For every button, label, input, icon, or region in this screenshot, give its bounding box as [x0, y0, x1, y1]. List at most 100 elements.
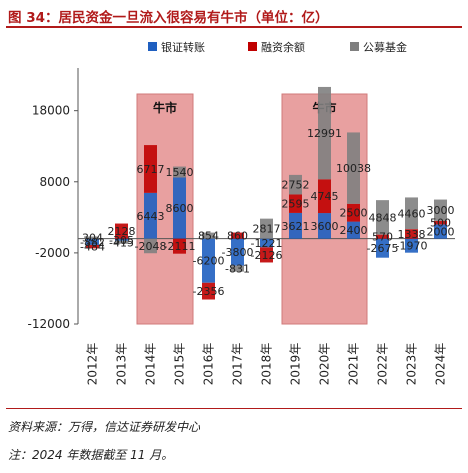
bank-transfer-bar [260, 238, 273, 248]
x-tick-label: 2014年 [144, 343, 158, 386]
data-label: 8600 [166, 202, 194, 215]
data-label: -305 [109, 234, 134, 247]
data-label: -831 [225, 263, 250, 276]
legend-swatch [350, 42, 359, 51]
data-label: 860 [227, 230, 248, 243]
source-rule [6, 408, 462, 409]
mutual-fund-bar [144, 238, 157, 254]
data-label: -1970 [396, 240, 428, 253]
margin-balance-bar [434, 220, 447, 225]
x-tick-label: 2024年 [434, 343, 448, 386]
mutual-fund-bar [86, 236, 99, 239]
margin-balance-bar [405, 229, 418, 239]
x-axis: 2012年 2013年 2014年 2015年 2016年 2017年 2018年 2019年… [86, 343, 448, 386]
y-tick-label: 8000 [39, 175, 70, 189]
x-tick-label: 2015年 [173, 343, 187, 386]
data-label: -6200 [193, 255, 225, 268]
legend-label: 银证转账 [161, 40, 205, 54]
margin-balance-bar [376, 234, 389, 239]
y-tick-label: 18000 [32, 104, 70, 118]
data-label: 6443 [137, 210, 165, 223]
bank-transfer-bar [231, 238, 244, 266]
data-label: 854 [198, 230, 219, 243]
data-label: 3621 [282, 220, 310, 233]
margin-balance-bar [231, 232, 244, 239]
data-label: 2128 [108, 225, 136, 238]
data-label: 4848 [369, 211, 397, 224]
x-tick-label: 2012年 [86, 343, 100, 386]
mutual-fund-bar [405, 197, 418, 230]
x-tick-label: 2018年 [260, 343, 274, 386]
margin-balance-bar [318, 179, 331, 214]
mutual-fund-bar [260, 218, 273, 239]
mutual-fund-bar [347, 132, 360, 204]
y-tick-label: -2000 [35, 246, 70, 260]
mutual-fund-bar [115, 240, 128, 244]
data-label: 570 [372, 231, 393, 244]
data-label: 304 [82, 232, 103, 245]
data-label: -2111 [164, 240, 196, 253]
data-label: 4460 [398, 207, 426, 220]
bank-transfer-bar [202, 238, 215, 283]
data-label: 1540 [166, 166, 194, 179]
margin-balance-bar [202, 282, 215, 300]
footnote: 注：2024 年数据截至 11 月。 [8, 448, 174, 462]
legend-label: 融资余额 [261, 40, 305, 54]
title-rule [6, 26, 462, 28]
data-label: 500 [430, 217, 451, 230]
data-label: 2752 [282, 179, 310, 192]
data-label: 3600 [311, 220, 339, 233]
margin-balance-bar [173, 238, 186, 254]
x-tick-label: 2023年 [405, 343, 419, 386]
data-label: 6717 [137, 163, 165, 176]
mutual-fund-bar [202, 232, 215, 239]
legend-swatch [148, 42, 157, 51]
mutual-fund-bar [173, 166, 186, 178]
chart-title: 图 34：居民资金一旦流入很容易有牛市（单位：亿） [8, 10, 329, 26]
data-label: -484 [80, 241, 105, 254]
bank-transfer-bar [115, 238, 128, 241]
legend: 银证转账 融资余额 公募基金 [148, 40, 407, 54]
bank-transfer-bar [173, 177, 186, 239]
bank-transfer-bar [347, 221, 360, 239]
legend-swatch [248, 42, 257, 51]
bank-transfer-bar [86, 238, 99, 245]
x-tick-label: 2020年 [318, 343, 332, 386]
margin-balance-bar [289, 194, 302, 213]
margin-balance-bar [347, 203, 360, 222]
data-label: 2400 [340, 224, 368, 237]
data-label: -2048 [135, 240, 167, 253]
margin-balance-bar [86, 244, 99, 249]
x-tick-label: 2016年 [202, 343, 216, 386]
bank-transfer-bar [376, 238, 389, 258]
bar-series [86, 86, 447, 300]
bank-transfer-bar [434, 224, 447, 239]
bank-transfer-bar [144, 192, 157, 239]
data-label: -2356 [193, 285, 225, 298]
bull-market-label: 牛市 [153, 100, 177, 115]
data-label: -2675 [367, 242, 399, 255]
mutual-fund-bar [231, 265, 244, 272]
x-tick-label: 2013年 [115, 343, 129, 386]
bank-transfer-bar [318, 213, 331, 239]
data-label: 2817 [253, 223, 281, 236]
data-label: 10038 [336, 162, 371, 175]
x-tick-label: 2019年 [289, 343, 303, 386]
bank-transfer-bar [405, 238, 418, 253]
data-label: -882 [80, 236, 105, 249]
data-label: -415 [109, 236, 134, 249]
x-tick-label: 2017年 [231, 343, 245, 386]
margin-balance-bar [260, 247, 273, 263]
data-label: -3800 [222, 246, 254, 259]
data-label: 3000 [427, 204, 455, 217]
data-label: -1221 [251, 237, 283, 250]
data-label: 2000 [427, 226, 455, 239]
data-label: -2126 [251, 249, 283, 262]
mutual-fund-bar [289, 174, 302, 195]
x-tick-label: 2022年 [376, 343, 390, 386]
legend-label: 公募基金 [363, 40, 407, 54]
data-label: 2500 [340, 207, 368, 220]
margin-balance-bar [115, 223, 128, 239]
y-tick-label: -12000 [27, 317, 70, 331]
